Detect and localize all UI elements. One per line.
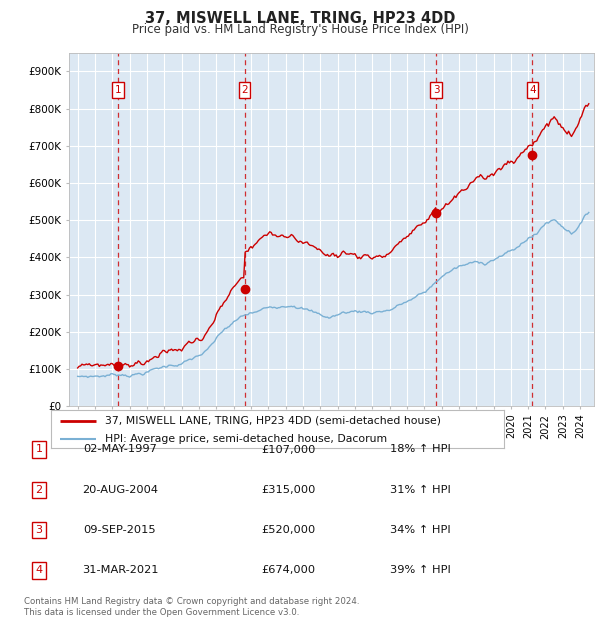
Text: HPI: Average price, semi-detached house, Dacorum: HPI: Average price, semi-detached house,… (106, 435, 388, 445)
Text: Contains HM Land Registry data © Crown copyright and database right 2024.
This d: Contains HM Land Registry data © Crown c… (24, 598, 359, 617)
Text: 2: 2 (35, 485, 43, 495)
Text: £315,000: £315,000 (261, 485, 315, 495)
Text: 37, MISWELL LANE, TRING, HP23 4DD (semi-detached house): 37, MISWELL LANE, TRING, HP23 4DD (semi-… (106, 416, 442, 426)
Text: Price paid vs. HM Land Registry's House Price Index (HPI): Price paid vs. HM Land Registry's House … (131, 23, 469, 36)
Text: 20-AUG-2004: 20-AUG-2004 (82, 485, 158, 495)
Text: 34% ↑ HPI: 34% ↑ HPI (389, 525, 451, 535)
Text: 31-MAR-2021: 31-MAR-2021 (82, 565, 158, 575)
Text: 3: 3 (35, 525, 43, 535)
Text: £520,000: £520,000 (261, 525, 315, 535)
Text: £674,000: £674,000 (261, 565, 315, 575)
Text: 37, MISWELL LANE, TRING, HP23 4DD: 37, MISWELL LANE, TRING, HP23 4DD (145, 11, 455, 25)
Text: 39% ↑ HPI: 39% ↑ HPI (389, 565, 451, 575)
Text: 3: 3 (433, 85, 439, 95)
Text: 31% ↑ HPI: 31% ↑ HPI (389, 485, 451, 495)
Text: 4: 4 (529, 85, 536, 95)
Text: £107,000: £107,000 (261, 445, 315, 454)
Text: 4: 4 (35, 565, 43, 575)
Text: 1: 1 (35, 445, 43, 454)
Text: 18% ↑ HPI: 18% ↑ HPI (389, 445, 451, 454)
Text: 1: 1 (115, 85, 121, 95)
Text: 2: 2 (241, 85, 248, 95)
Text: 09-SEP-2015: 09-SEP-2015 (83, 525, 157, 535)
Text: 02-MAY-1997: 02-MAY-1997 (83, 445, 157, 454)
